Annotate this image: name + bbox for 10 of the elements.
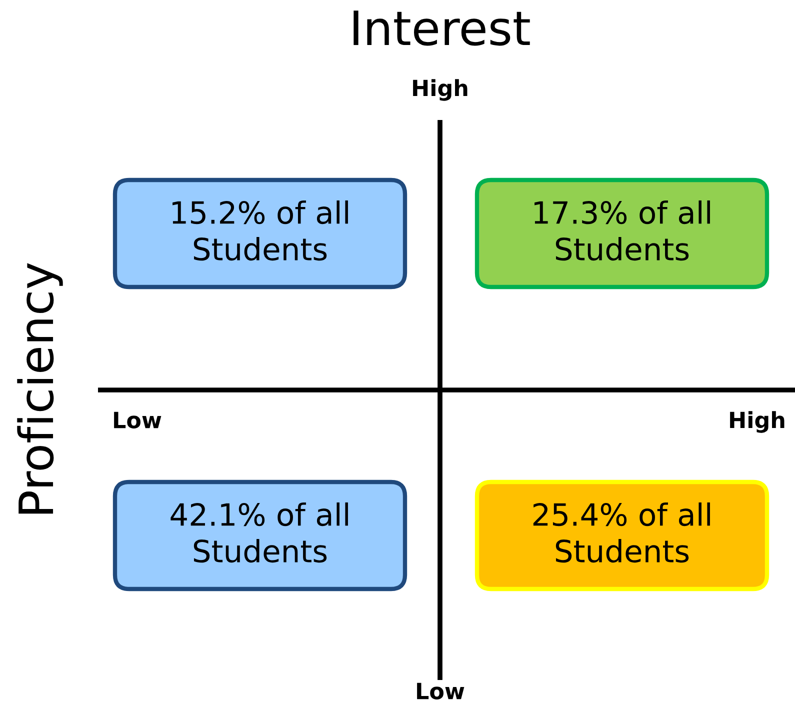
- data-label: 15.2% of all Students: [172, 200, 348, 261]
- text: Proficiency: [17, 263, 63, 514]
- category-label: High: [730, 411, 784, 433]
- text: High: [413, 79, 468, 101]
- data-label: 25.4% of all Students: [533, 502, 710, 563]
- category-label: Low: [114, 412, 162, 428]
- text: Low: [417, 682, 464, 700]
- text: Interest: [354, 10, 530, 46]
- data-label: 42.1% of all Students: [170, 502, 348, 563]
- data-label: 17.3% of all Students: [534, 200, 710, 261]
